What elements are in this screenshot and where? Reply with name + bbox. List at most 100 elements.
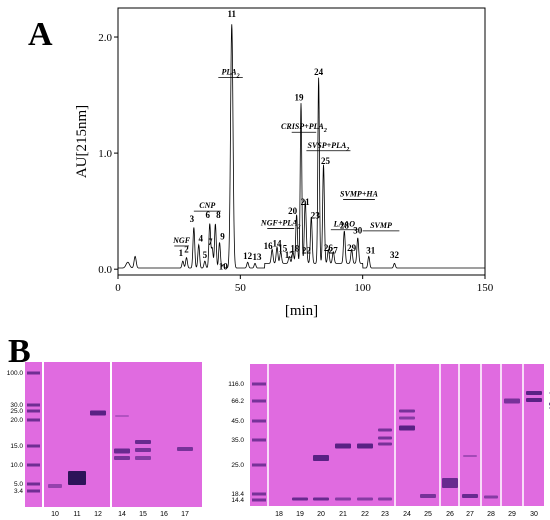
gel-band xyxy=(504,398,520,404)
gel-band xyxy=(526,391,542,395)
marker-band xyxy=(252,419,266,423)
gel-band xyxy=(378,428,392,432)
marker-band xyxy=(252,463,266,467)
marker-label: 45.0 xyxy=(231,418,244,425)
annotation-label: NGF+PLA2 xyxy=(260,219,301,231)
marker-label: 116.0 xyxy=(228,381,244,388)
peak-label: 8 xyxy=(216,210,221,220)
marker-band xyxy=(252,492,266,496)
lane-label: 26 xyxy=(446,511,454,518)
lane-label: 17 xyxy=(181,511,189,518)
annotation-label: LAAO xyxy=(333,220,356,229)
lane-label: 15 xyxy=(139,511,147,518)
marker-label: 30.0 xyxy=(10,402,23,409)
marker-band xyxy=(27,444,40,448)
lane-label: 24 xyxy=(403,511,411,518)
peak-label: 7 xyxy=(208,237,213,247)
gel-band xyxy=(399,425,415,431)
lane-label: 19 xyxy=(296,511,304,518)
peak-label: 14 xyxy=(273,239,283,249)
peak-label: 1 xyxy=(179,248,184,258)
lane-label: 28 xyxy=(487,511,495,518)
peak-label: 20 xyxy=(288,206,298,216)
plot-frame xyxy=(117,7,486,276)
gel-band xyxy=(378,436,392,440)
gel-band xyxy=(442,478,458,488)
gel-band xyxy=(177,447,193,451)
marker-label: 18.4 xyxy=(231,491,244,498)
peak-label: 17 xyxy=(285,250,295,260)
peak-label: 29 xyxy=(347,243,357,253)
gel-band xyxy=(378,497,392,501)
annotation-label: CNP xyxy=(199,201,215,210)
marker-band xyxy=(27,371,40,375)
peak-label: 22 xyxy=(302,245,312,255)
x-tick-label: 0 xyxy=(115,282,121,294)
gel-band xyxy=(90,410,106,416)
lane-label: 16 xyxy=(160,511,168,518)
peak-label: 16 xyxy=(264,241,274,251)
gel-band xyxy=(313,497,329,501)
gel-band xyxy=(115,415,129,417)
gel-band xyxy=(48,484,62,488)
gel-band xyxy=(357,497,373,501)
marker-label: 100.0 xyxy=(7,370,24,377)
gel-right: 116.0 66.2 45.0 35.0 25.0 18.414.4 18 19 20 21 22 2… xyxy=(228,364,550,518)
peak-label: 26 xyxy=(324,243,334,253)
lane-label: 25 xyxy=(424,511,432,518)
peak-label: 12 xyxy=(243,251,253,261)
lane-label: 12 xyxy=(94,511,102,518)
peak-label: 11 xyxy=(228,9,237,19)
marker-lane xyxy=(25,362,42,507)
marker-label: 3.4 xyxy=(14,488,23,495)
gel-band xyxy=(378,442,392,446)
panel-b-letter: B xyxy=(8,333,31,370)
marker-label: 25.0 xyxy=(231,462,244,469)
peak-label: 15 xyxy=(278,243,288,253)
gel-band xyxy=(114,456,130,460)
marker-label: 10.0 xyxy=(10,462,23,469)
gel-band xyxy=(68,471,86,485)
y-tick-label: 0.0 xyxy=(98,264,112,276)
panel-a-letter: A xyxy=(28,16,53,53)
gel-band xyxy=(135,456,151,460)
lane-label: 11 xyxy=(73,511,80,518)
marker-label: 66.2 xyxy=(231,398,244,405)
peak-label: 19 xyxy=(295,93,305,103)
peak-label: 32 xyxy=(390,250,400,260)
x-axis-label: [min] xyxy=(285,303,318,319)
marker-label: 14.4 xyxy=(231,497,244,504)
y-tick-label: 2.0 xyxy=(98,32,112,44)
marker-band xyxy=(252,382,266,386)
lane-label: 20 xyxy=(317,511,325,518)
annotation-label: PLA2 xyxy=(221,68,239,80)
gel-band xyxy=(463,455,477,457)
y-axis-label: AU[215nm] xyxy=(74,105,90,178)
peak-label: 21 xyxy=(301,197,311,207)
marker-label: 5.0 xyxy=(14,481,23,488)
gel-left: 100.0 30.025.0 20.0 15.0 10.0 5.03.4 10 11 12 14 1… xyxy=(7,362,202,518)
lane-label: 29 xyxy=(508,511,516,518)
lane-label: 30 xyxy=(530,511,538,518)
x-tick-label: 100 xyxy=(354,282,371,294)
marker-band xyxy=(27,418,40,422)
lane-label: 23 xyxy=(381,511,389,518)
peak-label: 5 xyxy=(203,250,208,260)
gel-band xyxy=(135,440,151,444)
peak-label: 18 xyxy=(290,243,300,253)
marker-label: 25.0 xyxy=(10,408,23,415)
marker-band xyxy=(252,438,266,442)
annotation-label: SVMP xyxy=(370,221,392,230)
marker-band xyxy=(252,498,266,502)
peak-label: 25 xyxy=(321,156,331,166)
gel-band xyxy=(420,494,436,498)
lane-label: 14 xyxy=(118,511,126,518)
marker-band xyxy=(27,409,40,413)
peak-label: 9 xyxy=(220,231,225,241)
lane-label: 18 xyxy=(275,511,283,518)
gel-band xyxy=(484,495,498,499)
marker-label: 15.0 xyxy=(10,443,23,450)
lane-label: 10 xyxy=(51,511,59,518)
